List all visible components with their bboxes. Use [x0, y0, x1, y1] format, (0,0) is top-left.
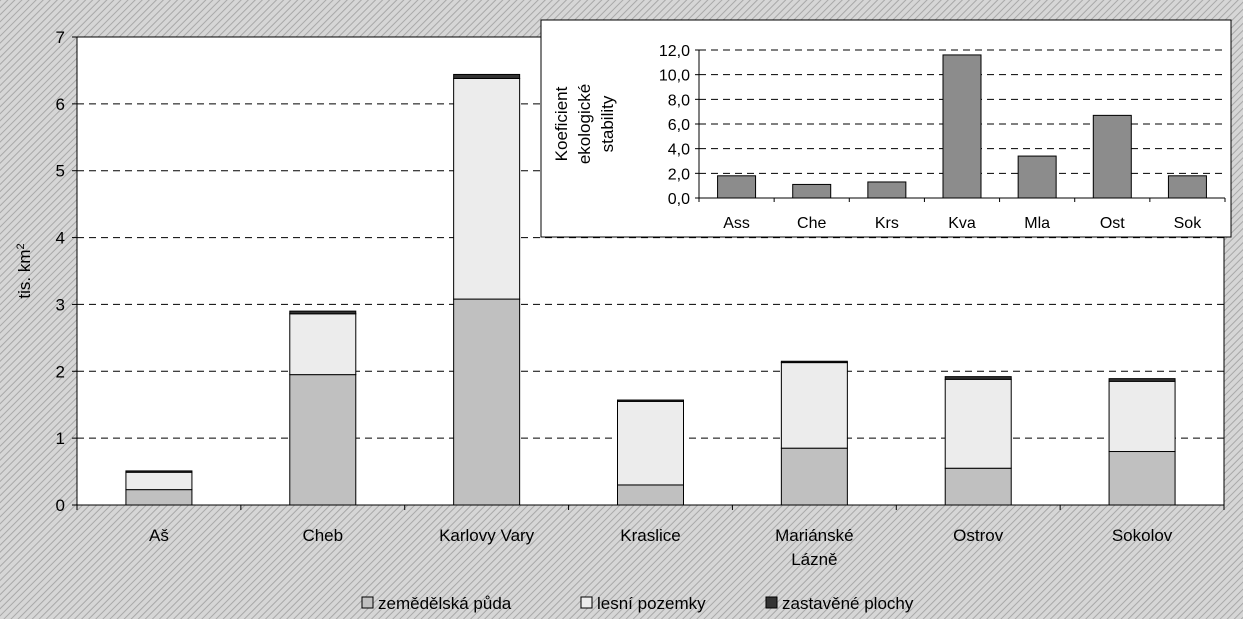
inset-x-tick-label: Kva [948, 215, 976, 232]
main-bar-segment [289, 374, 357, 506]
main-x-tick-label: Kraslice [620, 526, 680, 545]
main-bar-segment [617, 400, 684, 486]
inset-y-tick-label: 8,0 [668, 92, 690, 109]
main-bar-segment [780, 447, 848, 506]
inset-y-ticks: 0,0 2,0 4,0 6,0 8,0 10,0 12,0 [659, 43, 1225, 208]
inset-x-ticks: Ass Che Krs Kva Mla Ost Sok [698, 198, 1226, 232]
inset-bars [717, 54, 1207, 199]
main-y-axis-label: tis. km2 [15, 243, 34, 298]
legend-label: lesní pozemky [597, 594, 706, 613]
main-y-tick-label: 3 [56, 295, 65, 314]
legend-label: zastavěné plochy [782, 594, 914, 613]
main-bar-segment [289, 313, 357, 376]
main-x-tick-label: Mariánské [775, 526, 853, 545]
main-y-axis-label-text: tis. km [15, 250, 34, 299]
main-y-tick-label: 2 [56, 362, 65, 381]
main-y-tick-label: 1 [56, 429, 65, 448]
inset-x-tick-label: Krs [875, 215, 899, 232]
main-x-ticks: Aš Cheb Karlovy Vary Kraslice Mariánské Lázně… [76, 505, 1225, 569]
main-bar-segment [453, 298, 521, 506]
main-x-tick-label: Ostrov [953, 526, 1004, 545]
inset-x-tick-label: Ost [1100, 215, 1125, 232]
inset-x-tick-label: Sok [1174, 215, 1203, 232]
inset-y-tick-label: 6,0 [668, 117, 690, 134]
inset-bar [717, 175, 757, 199]
main-bar-segment [617, 484, 684, 506]
main-bar-segment [1108, 378, 1176, 382]
inset-y-axis-label: Koeficient ekologické stability [552, 84, 617, 164]
main-bar-segment [1108, 451, 1176, 506]
legend-swatch [580, 596, 593, 609]
main-y-tick-label: 4 [56, 229, 65, 248]
main-y-tick-label: 5 [56, 162, 65, 181]
inset-x-tick-label: Che [797, 215, 826, 232]
main-x-tick-label: Sokolov [1112, 526, 1173, 545]
main-bar-segment [944, 376, 1012, 380]
main-bar-segment [780, 362, 848, 449]
main-bar-segment [453, 77, 521, 300]
main-bar-segment [453, 73, 521, 79]
inset-y-tick-label: 0,0 [668, 191, 690, 208]
legend-swatch [361, 596, 374, 609]
main-bar-segment [125, 471, 193, 491]
legend-label: zemědělská půda [378, 594, 512, 613]
main-bar-segment [125, 489, 193, 506]
inset-bar [1092, 114, 1132, 199]
inset-bar [1167, 175, 1207, 199]
main-bar-segment [289, 310, 357, 315]
main-x-tick-label: Lázně [791, 550, 837, 569]
main-bar-segment [617, 399, 684, 402]
inset-bar [1017, 155, 1057, 199]
main-x-tick-label: Cheb [302, 526, 343, 545]
inset-bar [792, 183, 832, 199]
main-y-tick-label: 0 [56, 496, 65, 515]
inset-x-tick-label: Ass [723, 215, 750, 232]
inset-bar [942, 54, 982, 199]
inset-y-axis-label-line: Koeficient [552, 86, 571, 161]
inset-y-axis-label-line: stability [598, 95, 617, 152]
main-bar-segment [944, 378, 1012, 469]
inset-y-tick-label: 12,0 [659, 43, 690, 60]
inset-bar [867, 181, 907, 199]
main-y-ticks: 0 1 2 3 4 5 6 7 [56, 28, 1224, 515]
main-bar-segment [780, 360, 848, 364]
inset-y-tick-label: 10,0 [659, 68, 690, 85]
inset-x-tick-label: Mla [1024, 215, 1050, 232]
main-x-tick-label: Karlovy Vary [439, 526, 535, 545]
inset-y-tick-label: 2,0 [668, 166, 690, 183]
main-legend: zemědělská půda lesní pozemky zastavěné pl… [361, 594, 914, 613]
legend-swatch [765, 596, 778, 609]
main-bars [125, 73, 1176, 506]
main-bar-segment [125, 470, 193, 473]
inset-chart: 0,0 2,0 4,0 6,0 8,0 10,0 12,0 Ass Che Krs Kva Mla O… [540, 19, 1232, 238]
main-y-tick-label: 6 [56, 95, 65, 114]
main-y-axis-label-sup: 2 [15, 243, 27, 249]
main-x-tick-label: Aš [149, 526, 169, 545]
main-y-tick-label: 7 [56, 28, 65, 47]
inset-y-axis-label-line: ekologické [575, 84, 594, 164]
inset-y-tick-label: 4,0 [668, 142, 690, 159]
main-bar-segment [1108, 380, 1176, 453]
inset-gridlines [699, 49, 1225, 174]
main-bar-segment [944, 467, 1012, 506]
